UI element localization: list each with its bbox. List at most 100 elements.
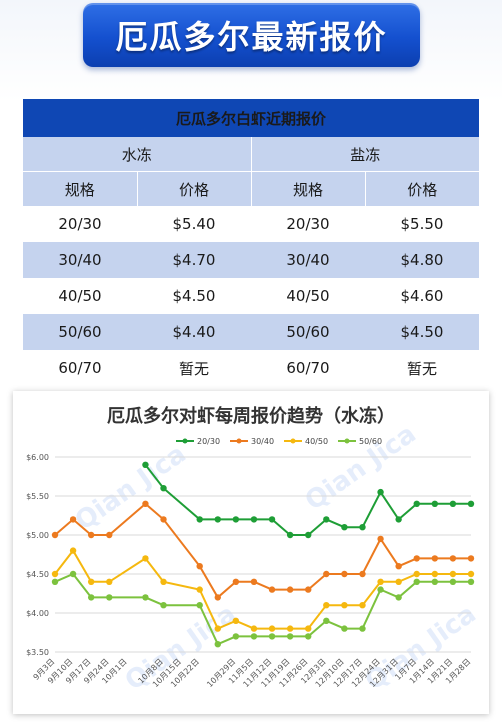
y-tick-label: $5.00: [26, 531, 49, 540]
trend-chart-card: Qian Jica Qian Jica Qian Jica Qian Jica …: [13, 391, 489, 714]
data-point: [160, 578, 167, 585]
data-point: [377, 488, 384, 496]
data-point: [377, 578, 384, 585]
data-point: [395, 594, 402, 601]
data-point: [323, 602, 330, 609]
data-point: [341, 570, 348, 578]
data-point: [323, 570, 330, 578]
cell-price: $5.50: [400, 215, 444, 233]
data-point: [69, 547, 77, 554]
data-point: [413, 555, 420, 562]
data-point: [142, 461, 149, 468]
data-point: [286, 531, 294, 539]
watermark: Qian Jica: [300, 419, 422, 517]
data-point: [87, 578, 95, 585]
data-point: [106, 531, 113, 539]
data-point: [449, 578, 457, 585]
cell-price: $4.80: [365, 242, 479, 278]
chart-legend: 20/30 30/40 40/50 50/60: [176, 437, 382, 446]
series-line: [54, 502, 471, 599]
banner-title: 厄瓜多尔最新报价: [115, 18, 388, 56]
trend-chart: Qian Jica Qian Jica Qian Jica Qian Jica …: [26, 405, 482, 697]
data-point: [341, 625, 348, 632]
data-point: [142, 500, 149, 507]
legend-marker: [236, 438, 242, 444]
data-point: [214, 641, 221, 648]
data-point: [359, 602, 366, 609]
data-point: [305, 625, 312, 632]
y-tick-label: $4.50: [26, 570, 49, 579]
data-point: [268, 586, 276, 593]
cell-price: $4.40: [137, 314, 251, 350]
cell-price: 暂无: [178, 359, 209, 378]
data-point: [160, 516, 167, 523]
group-water-frozen: 水冻: [23, 137, 252, 172]
data-point: [232, 617, 240, 624]
cell-size: 40/50: [286, 287, 330, 305]
data-point: [413, 578, 420, 585]
data-point: [196, 586, 203, 593]
data-point: [395, 578, 402, 585]
cell-size: 30/40: [251, 242, 365, 278]
table-row: 60/70 暂无 60/70 暂无: [23, 350, 479, 386]
series-line: [54, 572, 471, 646]
y-tick-label: $6.00: [26, 453, 49, 462]
price-table: 厄瓜多尔白虾近期报价 水冻 盐冻 规格 价格 规格 价格 20/30 $5.40…: [23, 99, 479, 386]
data-point: [467, 570, 475, 578]
data-point: [305, 633, 312, 640]
data-point: [214, 516, 221, 523]
data-point: [196, 602, 203, 609]
data-point: [341, 602, 348, 609]
header-price: 价格: [137, 171, 252, 206]
header-size: 规格: [23, 171, 138, 206]
data-point: [250, 633, 258, 640]
series-line: [54, 548, 471, 630]
data-point: [160, 485, 167, 492]
data-point: [51, 578, 59, 585]
data-point: [467, 578, 475, 585]
cell-price: $4.50: [172, 287, 216, 305]
data-point: [467, 500, 475, 507]
cell-price: $4.60: [400, 287, 444, 305]
data-point: [431, 555, 439, 562]
legend-label: 20/30: [197, 437, 220, 446]
data-point: [268, 516, 276, 523]
data-point: [232, 578, 240, 585]
chart-title: 厄瓜多尔对虾每周报价趋势（水冻）: [107, 405, 395, 427]
data-point: [305, 531, 312, 539]
table-row: 50/60 $4.40 50/60 $4.50: [23, 314, 479, 350]
data-point: [250, 516, 258, 523]
table-title-row: 厄瓜多尔白虾近期报价: [23, 99, 479, 137]
data-point: [341, 524, 348, 531]
y-tick-label: $5.50: [26, 492, 49, 501]
cell-price: 暂无: [406, 359, 437, 378]
table-row: 30/40 $4.70 30/40 $4.80: [23, 242, 479, 278]
table-group-row: 水冻 盐冻: [23, 137, 479, 172]
chart-grid: [55, 456, 471, 653]
cell-size: 20/30: [286, 215, 330, 233]
y-tick-label: $4.00: [26, 609, 49, 618]
data-point: [214, 625, 221, 632]
data-point: [286, 586, 294, 593]
cell-price: $5.40: [172, 215, 216, 233]
data-point: [106, 594, 113, 601]
cell-size: 20/30: [58, 215, 102, 233]
y-axis-ticks: $3.50 $4.00 $4.50 $5.00 $5.50 $6.00: [26, 453, 49, 657]
data-point: [359, 524, 366, 531]
data-point: [142, 594, 149, 601]
data-point: [467, 555, 475, 562]
y-tick-label: $3.50: [26, 648, 49, 657]
legend-label: 50/60: [359, 437, 382, 446]
legend-label: 30/40: [251, 437, 274, 446]
data-point: [232, 633, 240, 640]
data-point: [196, 563, 203, 570]
cell-size: 60/70: [58, 359, 102, 377]
data-point: [232, 516, 240, 523]
data-point: [431, 578, 439, 585]
data-point: [377, 535, 384, 543]
legend-marker: [290, 438, 296, 444]
data-point: [449, 570, 457, 578]
data-point: [377, 586, 384, 593]
data-point: [305, 586, 312, 593]
